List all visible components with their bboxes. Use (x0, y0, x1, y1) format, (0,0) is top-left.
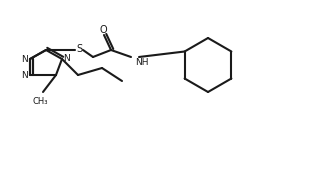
Text: N: N (22, 55, 28, 63)
Text: NH: NH (135, 57, 149, 67)
Text: N: N (22, 71, 28, 79)
Text: CH₃: CH₃ (32, 97, 48, 106)
Text: N: N (64, 53, 70, 62)
Text: S: S (76, 44, 82, 54)
Text: O: O (99, 25, 107, 35)
